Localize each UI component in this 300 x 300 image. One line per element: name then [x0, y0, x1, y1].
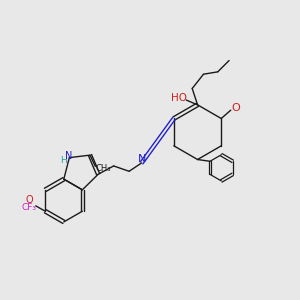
Text: N: N	[65, 151, 72, 160]
Text: N: N	[138, 154, 146, 164]
Text: CH₃: CH₃	[96, 164, 111, 173]
Text: HO: HO	[171, 93, 187, 103]
Text: H: H	[60, 155, 67, 164]
Text: O: O	[231, 103, 240, 113]
Text: O: O	[25, 195, 33, 205]
Text: CF₃: CF₃	[21, 203, 36, 212]
